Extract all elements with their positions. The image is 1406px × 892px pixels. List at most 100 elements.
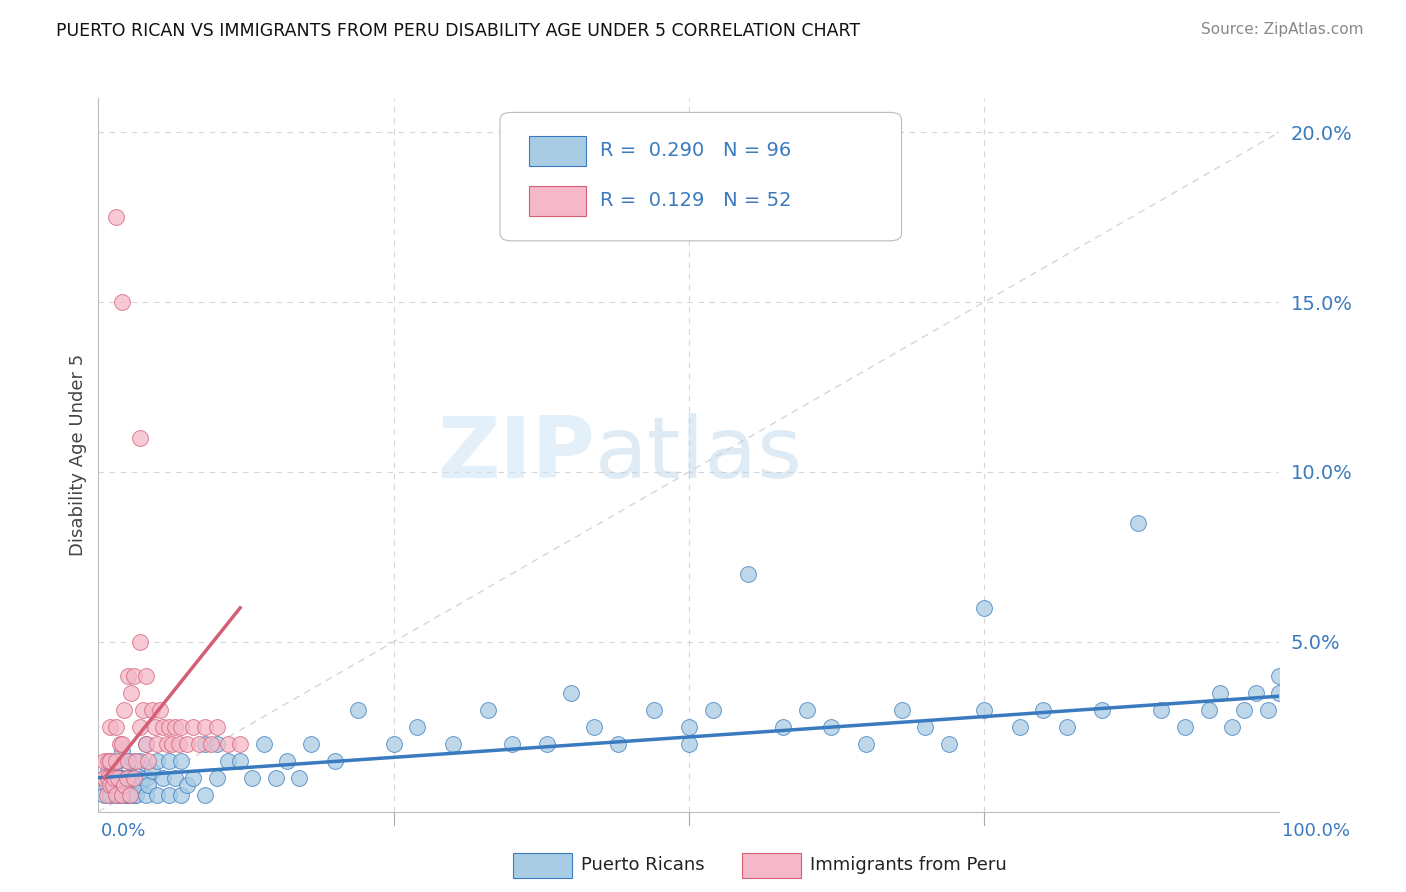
Point	[135, 737, 157, 751]
Point	[93, 788, 115, 802]
Text: R =  0.290   N = 96: R = 0.290 N = 96	[600, 141, 792, 160]
Point	[115, 771, 138, 785]
Point	[1257, 703, 1279, 717]
Point	[111, 743, 134, 757]
Point	[117, 754, 139, 768]
Point	[117, 754, 139, 768]
Point	[117, 771, 139, 785]
FancyBboxPatch shape	[501, 112, 901, 241]
Text: atlas: atlas	[595, 413, 803, 497]
Text: Source: ZipAtlas.com: Source: ZipAtlas.com	[1201, 22, 1364, 37]
Point	[441, 737, 464, 751]
Point	[176, 778, 198, 792]
Point	[347, 703, 370, 717]
Point	[143, 720, 166, 734]
Point	[128, 431, 150, 445]
Point	[194, 737, 217, 751]
Point	[98, 754, 121, 768]
Point	[112, 778, 135, 792]
Point	[205, 720, 228, 734]
Point	[772, 720, 794, 734]
Point	[111, 295, 134, 310]
Point	[477, 703, 499, 717]
Point	[194, 788, 217, 802]
Point	[105, 788, 128, 802]
Point	[1056, 720, 1078, 734]
Point	[105, 771, 128, 785]
Point	[93, 754, 115, 768]
Point	[217, 754, 239, 768]
Point	[1198, 703, 1220, 717]
Point	[560, 686, 582, 700]
Point	[973, 600, 995, 615]
Point	[160, 737, 183, 751]
Point	[136, 778, 159, 792]
Point	[170, 788, 193, 802]
Point	[643, 703, 665, 717]
Point	[122, 754, 145, 768]
Point	[111, 788, 134, 802]
Point	[1233, 703, 1256, 717]
Point	[1220, 720, 1243, 734]
Point	[217, 737, 239, 751]
Point	[146, 788, 169, 802]
Point	[122, 771, 145, 785]
Point	[103, 771, 125, 785]
Point	[97, 771, 120, 785]
Point	[120, 788, 142, 802]
Point	[105, 754, 128, 768]
Point	[98, 788, 121, 802]
Point	[157, 788, 180, 802]
Point	[135, 788, 157, 802]
Point	[96, 788, 118, 802]
Point	[103, 764, 125, 778]
Point	[167, 737, 190, 751]
Point	[501, 737, 523, 751]
Point	[111, 737, 134, 751]
Point	[229, 754, 252, 768]
Point	[146, 737, 169, 751]
Text: 100.0%: 100.0%	[1282, 822, 1350, 840]
Point	[229, 737, 252, 751]
Point	[607, 737, 630, 751]
Point	[122, 669, 145, 683]
Point	[141, 764, 163, 778]
Point	[108, 771, 131, 785]
Point	[122, 788, 145, 802]
Text: R =  0.129   N = 52: R = 0.129 N = 52	[600, 191, 792, 210]
Point	[820, 720, 842, 734]
Point	[128, 754, 150, 768]
Point	[737, 566, 759, 581]
Point	[170, 754, 193, 768]
Point	[973, 703, 995, 717]
Point	[200, 737, 222, 751]
Point	[105, 210, 128, 224]
Point	[914, 720, 936, 734]
Point	[97, 764, 120, 778]
Point	[105, 720, 128, 734]
Point	[112, 778, 135, 792]
Point	[120, 788, 142, 802]
Point	[107, 788, 129, 802]
Point	[108, 737, 131, 751]
Point	[165, 771, 187, 785]
Text: PUERTO RICAN VS IMMIGRANTS FROM PERU DISABILITY AGE UNDER 5 CORRELATION CHART: PUERTO RICAN VS IMMIGRANTS FROM PERU DIS…	[56, 22, 860, 40]
Point	[157, 754, 180, 768]
Point	[141, 703, 163, 717]
Point	[890, 703, 912, 717]
Point	[157, 720, 180, 734]
Point	[121, 771, 143, 785]
Text: 0.0%: 0.0%	[101, 822, 146, 840]
Point	[205, 771, 228, 785]
FancyBboxPatch shape	[530, 136, 586, 166]
Point	[125, 754, 148, 768]
Point	[125, 788, 148, 802]
Point	[135, 771, 157, 785]
Point	[1268, 686, 1291, 700]
Point	[299, 737, 322, 751]
Point	[181, 771, 204, 785]
Point	[152, 771, 174, 785]
Point	[93, 771, 115, 785]
Point	[128, 720, 150, 734]
Point	[194, 720, 217, 734]
